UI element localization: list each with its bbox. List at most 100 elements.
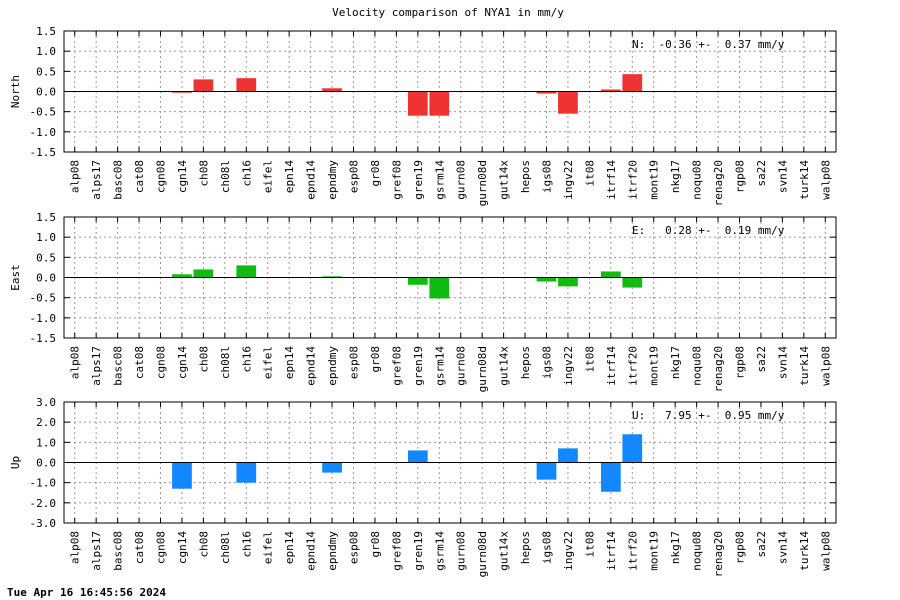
x-tick-label: it08 [583,160,596,187]
x-tick-label: esp08 [348,531,361,564]
x-tick-label: esp08 [348,160,361,193]
x-tick-label: alps17 [90,531,103,571]
x-tick-label: svn14 [776,160,789,193]
bar [536,277,557,282]
x-tick-label: epndmy [326,160,339,200]
x-tick-label: itrf20 [626,531,639,571]
x-tick-label: epnd14 [305,160,318,200]
x-tick-label: gr08 [369,346,382,373]
bar [558,277,578,287]
plot-frame [63,216,837,339]
x-tick-label: eifel [262,346,275,379]
x-tick-label: gut14x [498,531,511,571]
x-tick-label: gurn08 [455,346,468,386]
x-tick-label: rgp08 [734,160,747,193]
x-tick-label: hepos [519,346,532,379]
x-tick-label: walp08 [819,160,832,200]
x-tick-label: gr08 [369,160,382,187]
y-tick-label: 1.0 [36,231,56,244]
x-tick-label: nkg17 [669,346,682,379]
y-tick-label: 1.0 [36,45,56,58]
x-tick-label: itrf20 [626,160,639,200]
bar [236,265,257,278]
bar [558,91,578,114]
x-tick-label: igs08 [541,531,554,564]
x-tick-label: svn14 [776,346,789,379]
y-tick-label: -0.5 [30,292,57,305]
y-tick-label: -0.5 [30,106,57,119]
x-tick-label: cat08 [133,531,146,564]
x-tick-label: it08 [583,531,596,558]
y-tick-label: -1.0 [30,477,57,490]
x-tick-label: gsrm14 [433,346,446,386]
x-tick-label: cat08 [133,346,146,379]
velocity-annotation: U: 7.95 +- 0.95 mm/y [632,409,785,422]
x-tick-label: epn14 [283,531,296,564]
x-tick-label: epnd14 [305,346,318,386]
x-tick-label: gsrm14 [433,531,446,571]
x-tick-label: it08 [583,346,596,373]
x-tick-label: gurn08 [455,531,468,571]
x-tick-label: basc08 [112,346,125,386]
bar [558,448,578,463]
x-tick-label: rgp08 [734,346,747,379]
bar [193,269,214,278]
x-tick-label: alps17 [90,160,103,200]
y-tick-label: -3.0 [30,517,57,530]
x-tick-label: walp08 [819,531,832,571]
timestamp: Tue Apr 16 16:45:56 2024 [7,586,166,599]
chart-panel: 1.5 1.0 0.5 0.0 -0.5 -1.0 -1.5 alp08 alps17 basc0… [9,25,837,206]
x-tick-label: sa22 [755,160,768,187]
y-axis-label: East [9,264,22,291]
x-tick-label: eifel [262,531,275,564]
x-tick-label: mont19 [648,346,661,386]
x-tick-label: cgn08 [155,531,168,564]
x-tick-label: itrf14 [605,160,618,200]
x-tick-label: gurn08d [476,531,489,577]
x-tick-label: gref08 [390,160,403,200]
y-tick-label: -2.0 [30,497,57,510]
x-tick-label: mont19 [648,160,661,200]
x-tick-label: ch16 [240,531,253,558]
x-tick-label: turk14 [798,346,811,386]
bar [236,462,257,483]
bar [407,91,428,116]
y-tick-label: -1.0 [30,312,57,325]
x-tick-label: ch08 [197,160,210,187]
x-tick-label: alp08 [69,160,82,193]
bar [172,462,192,489]
y-tick-label: 0.5 [36,65,56,78]
x-tick-label: cgn14 [176,160,189,193]
y-tick-label: 1.5 [36,211,56,224]
y-axis-label: North [9,75,22,108]
bar [322,276,342,278]
x-tick-label: renag20 [712,346,725,392]
x-tick-label: hepos [519,160,532,193]
x-tick-label: ch08l [219,346,232,379]
bar [429,277,450,299]
chart-panel: 1.5 1.0 0.5 0.0 -0.5 -1.0 -1.5 alp08 alps17 basc0… [9,211,837,392]
x-tick-label: gsrm14 [433,160,446,200]
y-tick-label: 3.0 [36,396,56,409]
x-tick-label: gren19 [412,531,425,571]
bar [622,434,643,463]
bar [407,277,428,285]
plot-frame [63,401,837,524]
x-tick-label: turk14 [798,160,811,200]
bar [600,271,621,278]
velocity-annotation: N: -0.36 +- 0.37 mm/y [632,38,785,51]
x-tick-label: cat08 [133,160,146,193]
x-tick-label: ingv22 [562,346,575,386]
bar [236,78,257,92]
x-tick-label: epn14 [283,346,296,379]
x-tick-label: sa22 [755,531,768,558]
x-tick-label: renag20 [712,160,725,206]
x-tick-label: epndmy [326,346,339,386]
x-tick-label: gurn08 [455,160,468,200]
x-tick-label: esp08 [348,346,361,379]
x-tick-label: noqu08 [691,531,704,571]
bar [172,91,192,93]
x-tick-label: gren19 [412,160,425,200]
x-tick-label: gr08 [369,531,382,558]
